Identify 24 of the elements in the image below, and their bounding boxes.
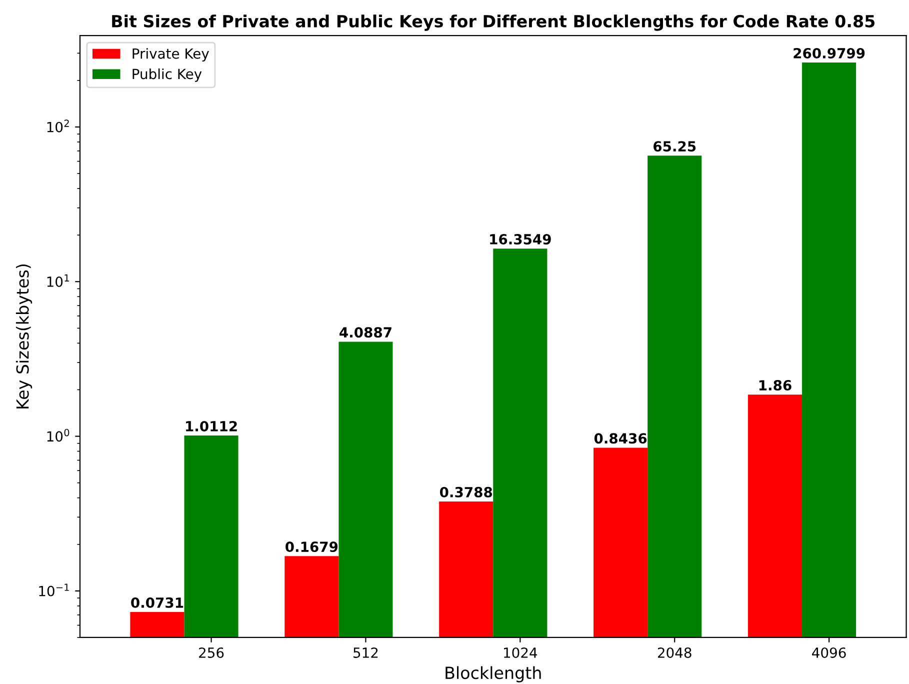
- data-label: 1.86: [759, 380, 792, 391]
- x-axis-title: Blocklength: [446, 666, 541, 682]
- y-tick-label: 10$^{0}$: [47, 428, 70, 442]
- y-axis-title: Key Sizes(kbytes): [16, 264, 32, 408]
- x-tick-label: 4096: [812, 647, 846, 658]
- legend-label: Public Key: [132, 68, 202, 82]
- data-label: 0.8436: [594, 433, 647, 444]
- data-label: 1.0112: [186, 420, 237, 432]
- data-label: 0.0731: [131, 597, 184, 608]
- legend-label: Private Key: [132, 48, 209, 62]
- y-tick-label: 10$^{2}$: [47, 120, 69, 132]
- y-tick-label: 10$^{1}$: [47, 274, 69, 288]
- data-label: 0.3788: [440, 486, 492, 498]
- data-label: 16.3549: [490, 234, 551, 245]
- chart-title: Bit Sizes of Private and Public Keys for Different Blocklengths for Code Rate 0.85: [112, 14, 875, 31]
- y-tick-label: 10$^{−1}$: [39, 584, 69, 596]
- data-label: 260.9799: [794, 48, 865, 58]
- x-tick-label: 1024: [504, 647, 538, 658]
- x-tick-label: 256: [199, 647, 224, 658]
- data-label: 4.0887: [340, 327, 392, 338]
- x-tick-label: 512: [354, 647, 378, 658]
- x-tick-label: 2048: [658, 647, 692, 658]
- data-label: 0.1679: [286, 542, 338, 552]
- data-label: 65.25: [654, 141, 696, 152]
